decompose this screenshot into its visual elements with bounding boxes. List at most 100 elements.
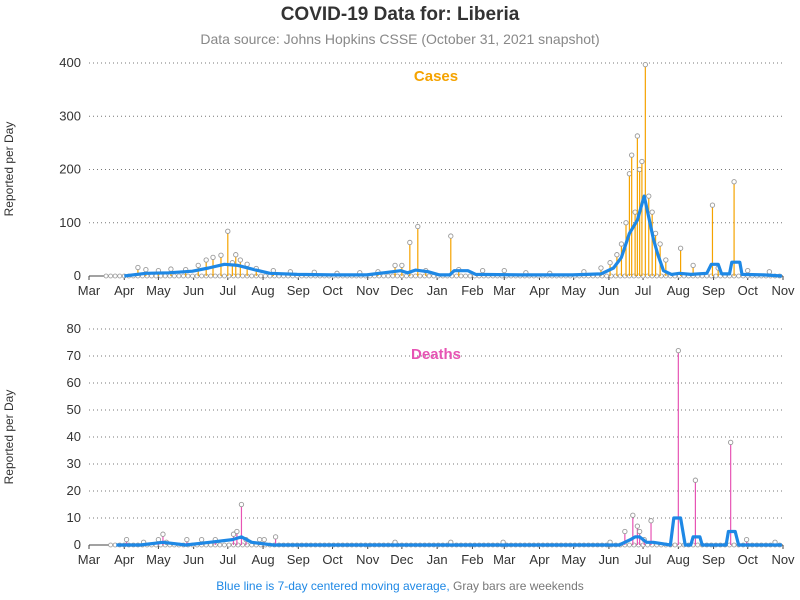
cases-daily-marker xyxy=(237,257,243,263)
cases-y-tick-label: 0 xyxy=(74,268,81,283)
cases-baseline-marker xyxy=(262,273,268,279)
deaths-moving-average-line xyxy=(116,516,782,547)
deaths-daily-marker xyxy=(675,347,681,354)
cases-baseline-marker xyxy=(381,273,387,279)
cases-x-tick-label: Jun xyxy=(598,283,619,298)
deaths-x-tick-label: Feb xyxy=(461,552,483,567)
deaths-x-tick-label: Mar xyxy=(493,552,516,567)
cases-baseline-marker xyxy=(404,273,409,279)
deaths-baseline-marker xyxy=(226,542,232,548)
deaths-panel-title: Deaths xyxy=(411,346,461,363)
cases-daily-marker xyxy=(415,223,421,230)
cases-daily-marker xyxy=(143,266,149,273)
cases-daily-marker xyxy=(690,262,696,268)
cases-baseline-marker xyxy=(426,273,432,279)
cases-daily-marker xyxy=(607,260,613,266)
cases-daily-marker xyxy=(745,268,751,274)
deaths-x-tick-label: Sep xyxy=(702,552,725,567)
deaths-x-tick-label: Jun xyxy=(598,552,619,567)
cases-x-tick-label: Apr xyxy=(529,283,550,298)
deaths-y-tick-label: 0 xyxy=(74,537,81,552)
cases-moving-average-line xyxy=(124,194,782,278)
cases-baseline-marker xyxy=(176,273,182,279)
footnote-average-note: Blue line is 7-day centered moving avera… xyxy=(216,579,450,593)
cases-daily-marker xyxy=(448,233,454,239)
deaths-baseline-marker xyxy=(627,542,632,548)
cases-baseline-marker xyxy=(413,273,418,279)
cases-daily-marker xyxy=(677,245,684,251)
deaths-x-tick-label: Nov xyxy=(356,552,380,567)
deaths-y-tick-label: 10 xyxy=(67,510,81,525)
cases-daily-marker xyxy=(634,133,641,139)
cases-daily-marker xyxy=(657,241,663,247)
cases-x-tick-label: Nov xyxy=(771,283,795,298)
cases-baseline-marker xyxy=(117,273,123,279)
cases-baseline-marker xyxy=(162,273,168,279)
deaths-x-tick-label: May xyxy=(146,552,171,567)
deaths-daily-marker xyxy=(636,528,643,535)
cases-baseline-marker xyxy=(467,273,473,279)
cases-x-tick-label: Sep xyxy=(287,283,310,298)
cases-baseline-marker xyxy=(108,273,114,279)
cases-daily-marker xyxy=(218,252,224,258)
cases-x-tick-label: Mar xyxy=(78,283,101,298)
cases-baseline-marker xyxy=(463,273,468,279)
cases-daily-marker xyxy=(766,269,772,275)
deaths-y-tick-label: 40 xyxy=(67,429,81,444)
cases-daily-marker xyxy=(135,264,141,271)
cases-daily-marker xyxy=(618,241,625,247)
deaths-daily-marker xyxy=(728,439,734,446)
cases-x-tick-label: Apr xyxy=(114,283,135,298)
cases-daily-marker xyxy=(392,262,398,268)
cases-baseline-marker xyxy=(385,273,391,279)
cases-baseline-marker xyxy=(190,273,195,279)
cases-baseline-marker xyxy=(417,273,423,279)
cases-daily-marker xyxy=(210,254,216,261)
cases-x-tick-label: Mar xyxy=(493,283,516,298)
cases-x-tick-label: Jul xyxy=(635,283,652,298)
cases-daily-marker xyxy=(642,61,648,68)
cases-daily-marker xyxy=(614,252,620,258)
deaths-baseline-marker xyxy=(731,542,737,548)
footnote-weekend-note: Gray bars are weekends xyxy=(453,579,584,593)
cases-daily-marker xyxy=(623,220,629,226)
cases-x-tick-label: Jun xyxy=(183,283,204,298)
deaths-daily-marker xyxy=(634,523,641,529)
cases-baseline-marker xyxy=(235,273,241,279)
cases-baseline-marker xyxy=(258,273,264,279)
deaths-y-tick-label: 30 xyxy=(67,456,81,471)
deaths-x-tick-label: Dec xyxy=(390,552,414,567)
cases-daily-marker xyxy=(225,228,231,234)
deaths-y-tick-label: 50 xyxy=(67,402,81,417)
cases-daily-marker xyxy=(629,152,635,158)
deaths-baseline-marker xyxy=(108,542,114,548)
deaths-daily-marker xyxy=(160,531,166,537)
deaths-daily-marker xyxy=(648,518,654,524)
deaths-daily-marker xyxy=(238,501,245,508)
cases-y-tick-label: 200 xyxy=(59,162,81,177)
deaths-x-tick-label: Jun xyxy=(183,552,204,567)
deaths-x-tick-label: May xyxy=(561,552,586,567)
deaths-y-tick-label: 80 xyxy=(67,321,81,336)
cases-baseline-marker xyxy=(221,273,227,279)
cases-baseline-marker xyxy=(185,273,191,279)
deaths-daily-marker xyxy=(198,536,205,543)
cases-x-tick-label: Jul xyxy=(219,283,236,298)
cases-baseline-marker xyxy=(212,273,218,279)
deaths-x-tick-label: Nov xyxy=(771,552,795,567)
deaths-x-tick-label: Oct xyxy=(322,552,343,567)
deaths-x-tick-label: Mar xyxy=(78,552,101,567)
deaths-y-axis-label: Reported per Day xyxy=(2,390,16,485)
deaths-daily-marker xyxy=(630,512,636,518)
cases-baseline-marker xyxy=(103,273,109,279)
cases-daily-marker xyxy=(646,193,652,199)
cases-x-tick-label: Jan xyxy=(427,283,448,298)
cases-x-tick-label: Feb xyxy=(461,283,483,298)
deaths-x-tick-label: Sep xyxy=(287,552,310,567)
deaths-baseline-marker xyxy=(672,542,678,548)
cases-baseline-marker xyxy=(454,273,459,279)
deaths-x-tick-label: Jan xyxy=(427,552,448,567)
deaths-x-tick-label: Aug xyxy=(251,552,274,567)
cases-baseline-marker xyxy=(112,273,118,279)
